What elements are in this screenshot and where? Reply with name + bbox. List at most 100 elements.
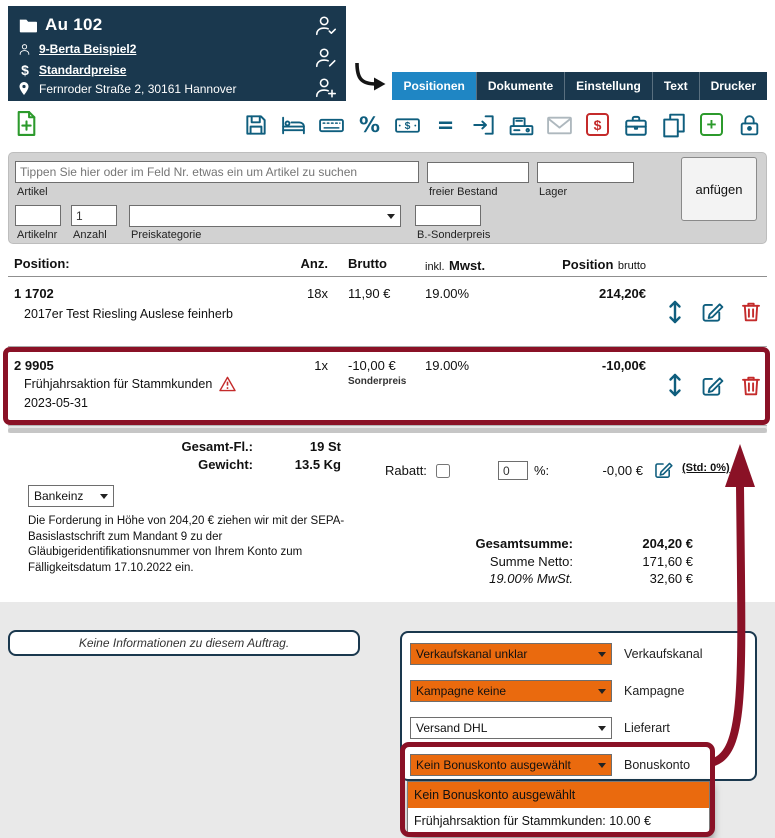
new-order-icon[interactable] [14, 110, 39, 137]
kampagne-row: Kampagne keine Kampagne [410, 680, 684, 702]
move-position-icon[interactable] [664, 299, 686, 325]
gesamt-fl-label: Gesamt-Fl.: [181, 439, 253, 454]
artikelnr-label: Artikelnr [17, 229, 58, 241]
position-actions [664, 372, 763, 398]
sepa-notice: Die Forderung in Höhe von 204,20 € ziehe… [28, 515, 345, 574]
position-description: Frühjahrsaktion für Stammkunden [24, 376, 237, 392]
lieferart-row: Versand DHL Lieferart [410, 717, 670, 739]
warning-icon [219, 376, 237, 392]
position-row: 2 9905 1x -10,00 € Sonderpreis 19.00% -1… [8, 347, 767, 423]
tab-bar: Positionen Dokumente Einstellung Text Dr… [392, 72, 767, 100]
chevron-down-icon [598, 762, 606, 768]
chevron-down-icon [598, 688, 606, 694]
delete-position-icon[interactable] [739, 373, 763, 398]
money-icon[interactable]: $ [394, 111, 421, 138]
cash-register-icon[interactable] [508, 111, 535, 138]
email-icon[interactable] [546, 111, 573, 138]
bonuskonto-select[interactable]: Kein Bonuskonto ausgewählt [410, 754, 612, 776]
order-header-panel: Au 102 9-Berta Beispiel2 $ Standardpreis… [8, 6, 346, 101]
tab-dokumente[interactable]: Dokumente [475, 72, 565, 100]
order-title: Au 102 [45, 15, 103, 34]
tab-drucker[interactable]: Drucker [698, 72, 767, 100]
lieferart-select[interactable]: Versand DHL [410, 717, 612, 739]
kampagne-select[interactable]: Kampagne keine [410, 680, 612, 702]
position-vat: 19.00% [425, 286, 470, 301]
copy-icon[interactable] [660, 111, 687, 138]
lieferart-label: Lieferart [624, 721, 670, 735]
netto-label: Summe Netto: [489, 554, 573, 569]
dollar-box-icon[interactable]: $ [584, 111, 611, 138]
rabatt-input[interactable] [498, 461, 528, 480]
bonuskonto-dropdown-list: Kein Bonuskonto ausgewählt Frühjahrsakti… [407, 781, 710, 835]
header-position: Position: [14, 256, 70, 271]
edit-position-icon[interactable] [700, 373, 725, 398]
gesamtsumme-label: Gesamtsumme: [475, 536, 573, 551]
payment-method-select[interactable]: Bankeinz [28, 485, 114, 507]
dollar-icon: $ [21, 62, 29, 78]
person-check-icon[interactable] [314, 14, 338, 38]
keyboard-icon[interactable] [318, 111, 345, 138]
rabatt-edit-icon[interactable] [653, 459, 674, 480]
gewicht-value: 13.5 Kg [294, 457, 341, 472]
pricelist-link[interactable]: Standardpreise [39, 63, 127, 77]
rabatt-label: Rabatt: [385, 463, 427, 478]
freier-bestand-input[interactable] [427, 162, 529, 183]
percent-icon[interactable]: % [358, 112, 381, 137]
lock-icon[interactable] [736, 111, 763, 138]
scrollbar-thumb[interactable] [8, 428, 767, 433]
briefcase-icon[interactable] [622, 111, 649, 138]
anzahl-label: Anzahl [73, 229, 107, 241]
position-price-note: Sonderpreis [348, 376, 407, 387]
position-number-article: 1 1702 [14, 286, 54, 301]
bonuskonto-option-fruehjahrsaktion[interactable]: Frühjahrsaktion für Stammkunden: 10.00 € [414, 814, 651, 828]
lager-label: Lager [539, 186, 568, 198]
position-vat: 19.00% [425, 358, 470, 373]
kampagne-label: Kampagne [624, 684, 685, 698]
horizontal-scrollbar[interactable] [8, 425, 767, 433]
tab-text[interactable]: Text [651, 72, 699, 100]
order-summary: Gesamt-Fl.: 19 St Gewicht: 13.5 Kg Rabat… [8, 434, 767, 602]
rabatt-checkbox[interactable] [436, 464, 450, 478]
delete-position-icon[interactable] [739, 299, 763, 324]
position-total: 214,20€ [599, 286, 646, 301]
position-total: -10,00€ [601, 358, 646, 373]
save-icon[interactable] [242, 111, 269, 138]
anzahl-input[interactable] [71, 205, 117, 226]
rabatt-std-link[interactable]: (Std: 0%) [682, 462, 730, 474]
edit-position-icon[interactable] [700, 299, 725, 324]
customer-link[interactable]: 9-Berta Beispiel2 [39, 42, 137, 56]
preiskategorie-select[interactable] [129, 205, 401, 227]
sonderpreis-input[interactable] [415, 205, 481, 226]
chevron-down-icon [598, 725, 606, 731]
lager-input[interactable] [537, 162, 634, 183]
tab-einstellung[interactable]: Einstellung [564, 72, 652, 100]
bonuskonto-option-none[interactable]: Kein Bonuskonto ausgewählt [408, 782, 709, 808]
anfuegen-button[interactable]: anfügen [681, 157, 757, 221]
location-pin-icon [18, 81, 32, 96]
positions-table: Position: Anz. Brutto inkl. Mwst. Positi… [8, 250, 767, 433]
tab-positionen[interactable]: Positionen [392, 72, 476, 100]
move-position-icon[interactable] [664, 372, 686, 398]
equals-icon[interactable]: = [436, 112, 455, 137]
door-in-icon[interactable] [470, 111, 497, 138]
article-search-panel: Artikel freier Bestand Lager anfügen Art… [8, 152, 767, 244]
header-position-brutto: Position brutto [562, 257, 646, 272]
table-header-row: Position: Anz. Brutto inkl. Mwst. Positi… [8, 250, 767, 277]
bed-icon[interactable] [280, 111, 307, 138]
add-box-icon[interactable]: + [698, 111, 725, 138]
verkaufskanal-select[interactable]: Verkaufskanal unklar [410, 643, 612, 665]
position-number-article: 2 9905 [14, 358, 54, 373]
article-search-input[interactable] [15, 161, 419, 183]
person-edit-icon[interactable] [314, 46, 338, 70]
bonuskonto-row: Kein Bonuskonto ausgewählt Bonuskonto [410, 754, 690, 776]
gewicht-label: Gewicht: [198, 457, 253, 472]
mwst-value: 32,60 € [649, 571, 693, 586]
folder-icon [18, 16, 38, 34]
position-unit-price: 11,90 € [348, 286, 391, 301]
artikelnr-input[interactable] [15, 205, 61, 226]
person-add-icon[interactable] [314, 76, 338, 100]
toolbar-icon-group: % $ = $ + [242, 111, 763, 138]
chevron-down-icon [598, 651, 606, 657]
mwst-label: 19.00% MwSt. [489, 571, 573, 586]
position-valid-until: 2023-05-31 [24, 396, 88, 410]
